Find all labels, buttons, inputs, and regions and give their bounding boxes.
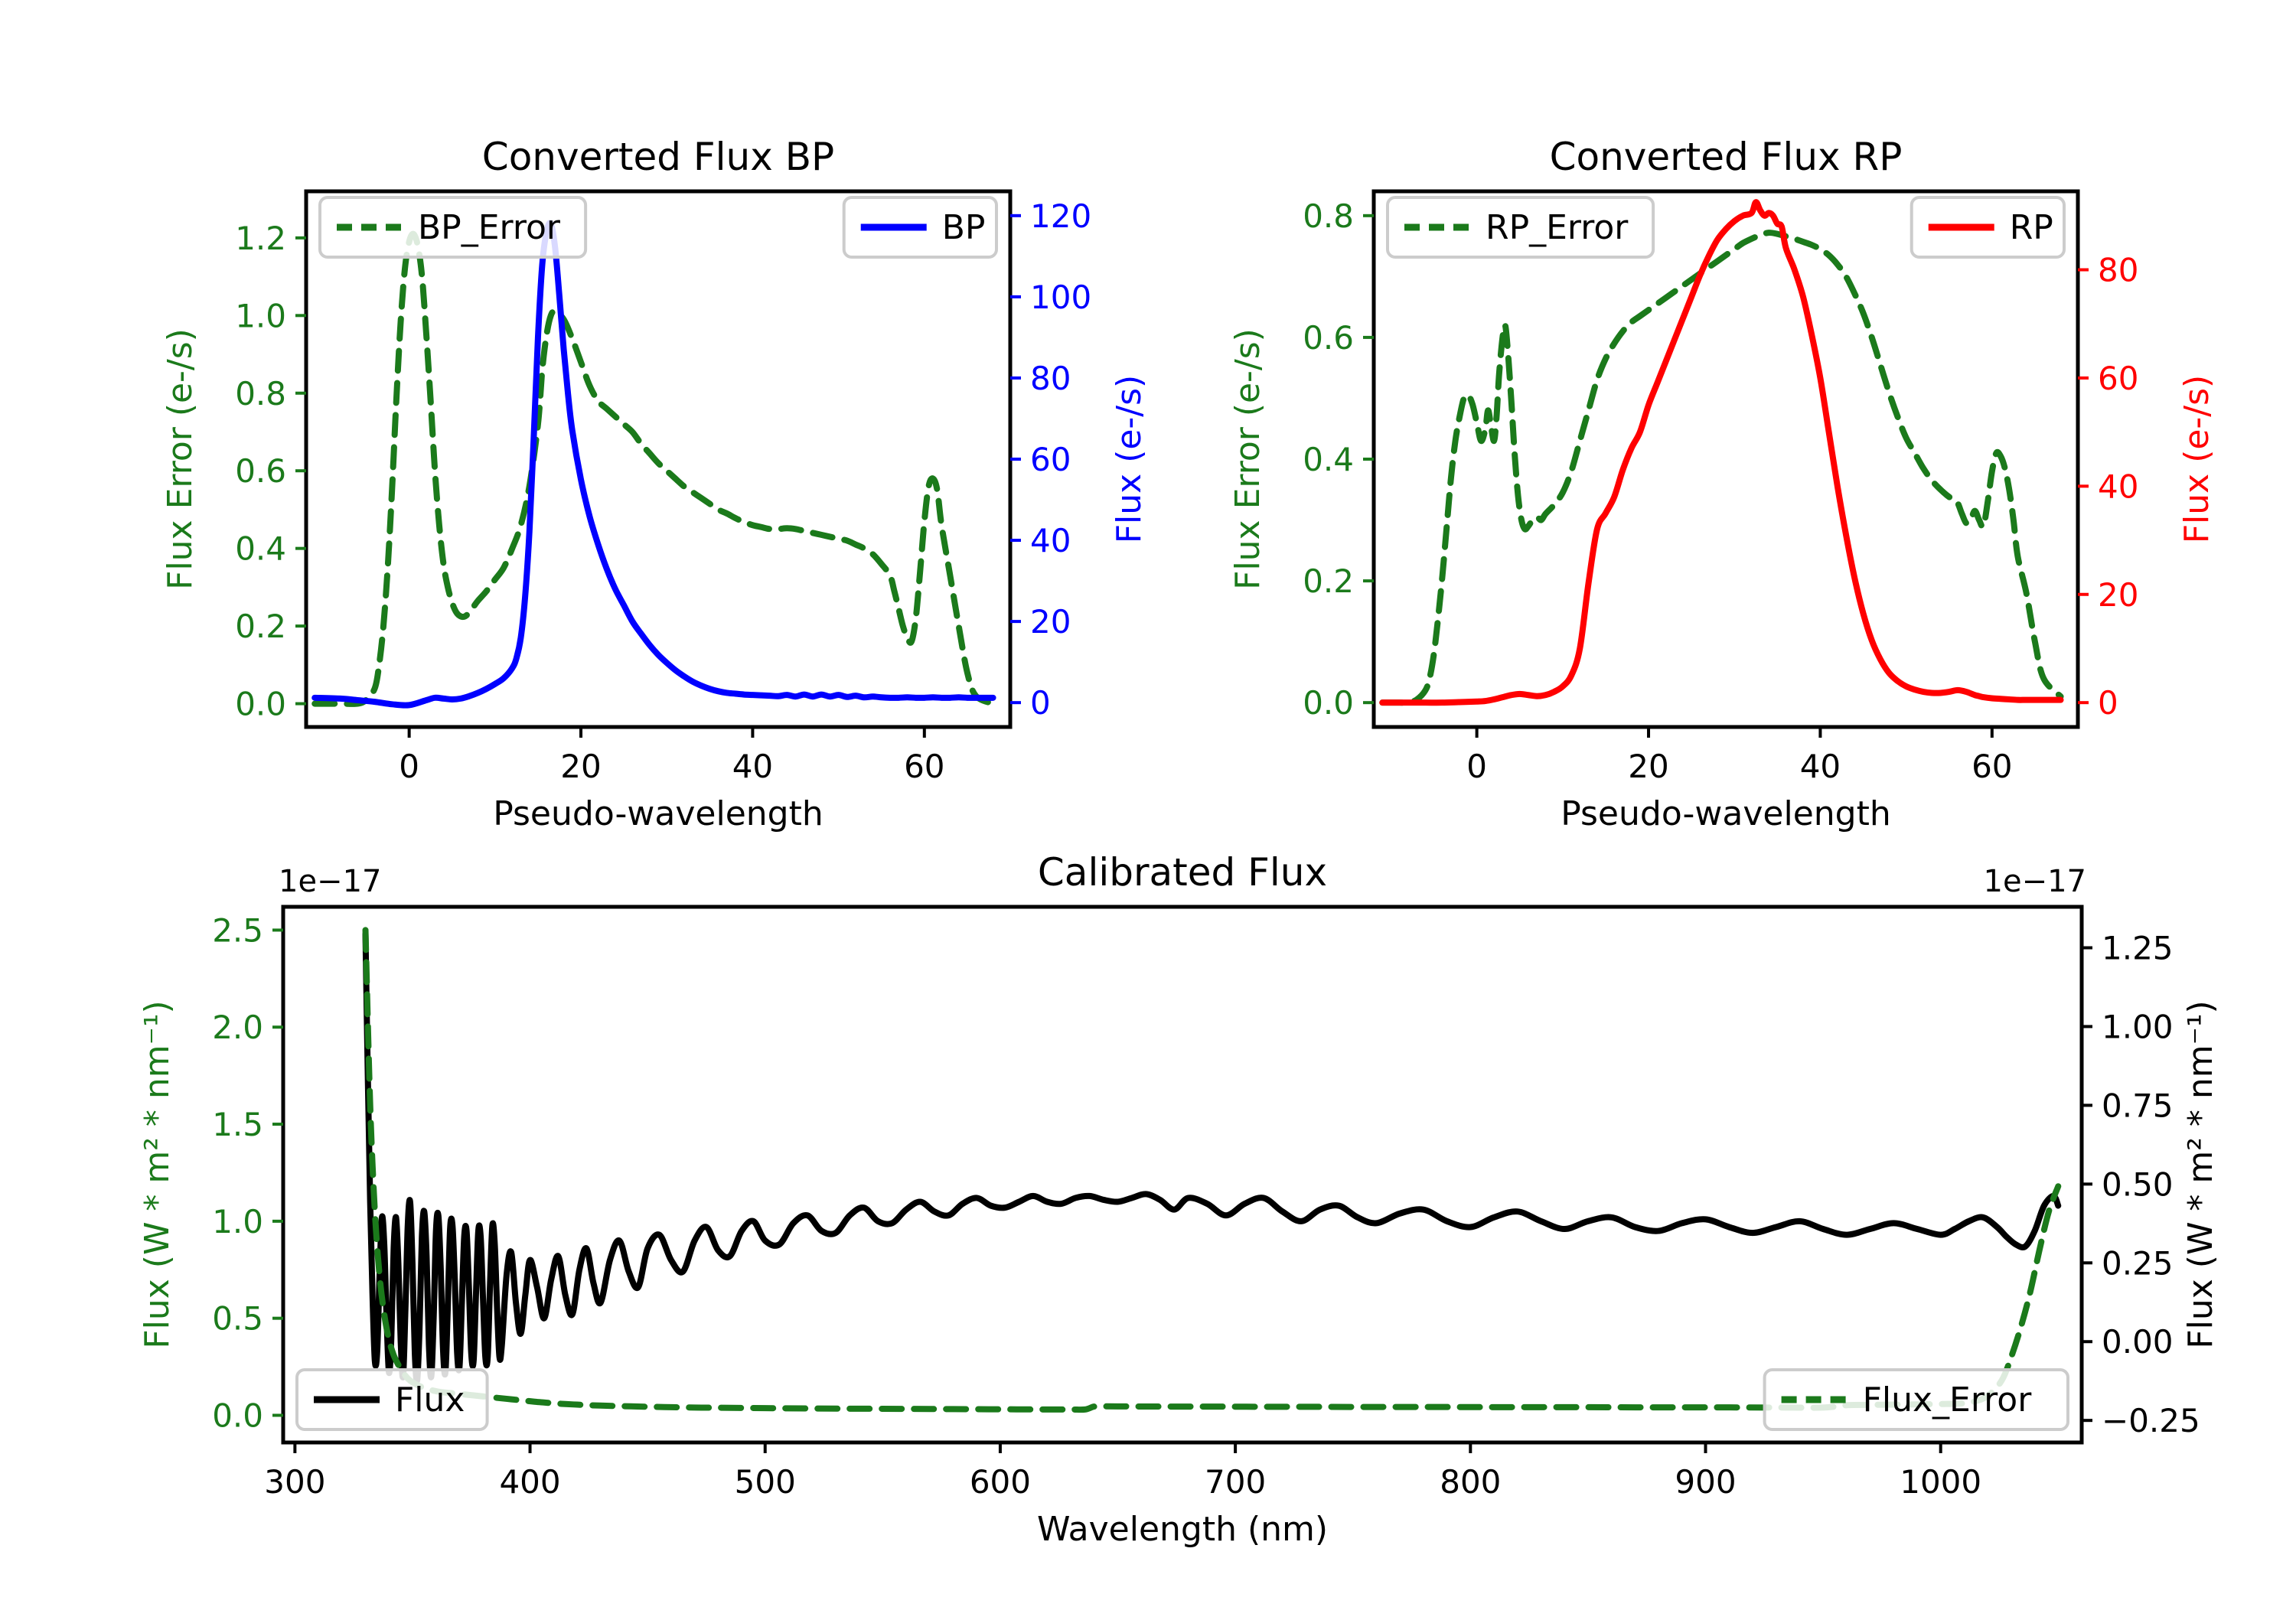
bp-series-bp-error xyxy=(311,230,996,707)
cal-right-tick-label: 0.00 xyxy=(2102,1323,2174,1361)
rp-legend[interactable]: RP xyxy=(1910,196,2066,259)
bp-right-tick-label: 40 xyxy=(1030,522,1071,559)
rp-left-tick-label: 0.2 xyxy=(1303,562,1354,600)
bp-right-tick-label: 120 xyxy=(1030,197,1091,235)
rp-series-rp xyxy=(1379,199,2064,706)
cal-right-tick-label: 0.25 xyxy=(2102,1244,2174,1282)
rp-left-tick-label: 0.6 xyxy=(1303,319,1354,357)
rp-left-tick-label: 0.0 xyxy=(1303,684,1354,722)
bp-title: Converted Flux BP xyxy=(482,135,834,179)
bp-x-tick-label: 60 xyxy=(904,748,944,785)
cal-left-tick-label: 2.5 xyxy=(212,911,263,949)
cal-x-tick-label: 900 xyxy=(1675,1463,1736,1501)
rp-right-tick-label: 60 xyxy=(2098,360,2138,397)
cal-right-tick-label: −0.25 xyxy=(2102,1402,2200,1439)
bp-ylabel-left: Flux Error (e-/s) xyxy=(161,328,200,590)
cal-plot-frame xyxy=(281,905,2084,1445)
bp-x-tick-label: 40 xyxy=(732,748,773,785)
rp-right-tick-label: 20 xyxy=(2098,576,2138,614)
cal-xlabel: Wavelength (nm) xyxy=(1037,1510,1328,1549)
bp-legend-label: BP xyxy=(942,208,986,247)
rp-plot-frame xyxy=(1371,189,2080,729)
cal-x-tick-label: 300 xyxy=(264,1463,325,1501)
rp-right-tick-label: 0 xyxy=(2098,684,2118,722)
bp-axes: Converted Flux BP 0.0 0.2 0.4 0.6 0.8 1.0 1.2 0 2… xyxy=(161,135,1149,833)
cal-left-offset: 1e−17 xyxy=(279,864,381,899)
cal-right-tick-label: 1.00 xyxy=(2102,1008,2174,1045)
cal-right-tick-label: 1.25 xyxy=(2102,930,2174,967)
flux-legend[interactable]: Flux xyxy=(295,1368,489,1431)
rp-ylabel-left: Flux Error (e-/s) xyxy=(1228,328,1267,590)
cal-series-flux xyxy=(362,931,2062,1384)
cal-ylabel-left: Flux (W * m² * nm⁻¹) xyxy=(138,1000,177,1348)
rp-title: Converted Flux RP xyxy=(1550,135,1903,179)
cal-x-tick-label: 500 xyxy=(735,1463,796,1501)
rp-xlabel: Pseudo-wavelength xyxy=(1561,794,1891,833)
bp-right-tick-label: 0 xyxy=(1030,684,1051,722)
bp-left-tick-label: 0.6 xyxy=(235,452,286,490)
rp-axes: Converted Flux RP 0.0 0.2 0.4 0.6 0.8 0 20 40 60 8… xyxy=(1228,135,2216,833)
cal-left-tick-label: 1.0 xyxy=(212,1203,263,1240)
bp-left-tick-label: 1.0 xyxy=(235,297,286,334)
cal-ylabel-right: Flux (W * m² * nm⁻¹) xyxy=(2181,1000,2220,1348)
rp-right-tick-label: 40 xyxy=(2098,468,2138,505)
bp-x-tick-label: 20 xyxy=(560,748,601,785)
rp-series-rp-error xyxy=(1379,230,2064,706)
rp-ylabel-right: Flux (e-/s) xyxy=(2177,375,2216,543)
rp-curves xyxy=(1379,199,2064,706)
bp-right-tick-label: 80 xyxy=(1030,360,1071,397)
flux-legend-box xyxy=(295,1368,489,1431)
cal-right-tick-label: 0.50 xyxy=(2102,1165,2174,1203)
bp-ylabel-right: Flux (e-/s) xyxy=(1110,375,1149,543)
rp-legend-label: RP xyxy=(2010,208,2053,247)
bp-left-tick-label: 0.0 xyxy=(235,686,286,723)
cal-series-flux-error xyxy=(362,927,2062,1413)
rp-right-tick-label: 80 xyxy=(2098,252,2138,289)
bp-x-tick-label: 0 xyxy=(399,748,419,785)
bp-left-tick-label: 1.2 xyxy=(235,220,286,257)
cal-x-tick-label: 1000 xyxy=(1900,1463,1981,1501)
bp-left-tick-label: 0.4 xyxy=(235,530,286,568)
bp-legend[interactable]: BP xyxy=(842,196,998,259)
flux-error-legend-box xyxy=(1763,1368,2070,1431)
cal-x-tick-label: 400 xyxy=(499,1463,560,1501)
bp-right-tick-label: 20 xyxy=(1030,603,1071,641)
bp-error-legend[interactable]: BP_Error xyxy=(318,196,588,259)
cal-left-tick-label: 0.5 xyxy=(212,1300,263,1338)
rp-x-tick-label: 60 xyxy=(1971,748,2012,785)
flux-legend-label: Flux xyxy=(395,1380,465,1420)
cal-left-tick-label: 2.0 xyxy=(212,1009,263,1046)
cal-left-tick-label: 0.0 xyxy=(212,1397,263,1434)
cal-axes: Calibrated Flux 1e−17 1e−17 0.0 0.5 1.0 1.5 2.0… xyxy=(138,850,2220,1549)
cal-curves xyxy=(362,927,2062,1413)
bp-error-legend-box xyxy=(318,196,588,259)
rp-error-legend[interactable]: RP_Error xyxy=(1386,196,1655,259)
rp-error-legend-box xyxy=(1386,196,1655,259)
cal-x-tick-label: 700 xyxy=(1205,1463,1266,1501)
cal-x-tick-label: 800 xyxy=(1440,1463,1501,1501)
flux-error-legend[interactable]: Flux_Error xyxy=(1763,1368,2070,1431)
rp-x-tick-label: 20 xyxy=(1628,748,1668,785)
rp-left-tick-label: 0.8 xyxy=(1303,197,1354,235)
bp-right-tick-label: 100 xyxy=(1030,279,1091,316)
rp-x-tick-label: 40 xyxy=(1800,748,1841,785)
cal-right-tick-label: 0.75 xyxy=(2102,1087,2174,1124)
rp-x-tick-label: 0 xyxy=(1466,748,1487,785)
cal-right-offset: 1e−17 xyxy=(1984,864,2086,899)
bp-xlabel: Pseudo-wavelength xyxy=(493,794,823,833)
flux-error-legend-label: Flux_Error xyxy=(1863,1380,2033,1420)
bp-right-tick-label: 60 xyxy=(1030,441,1071,478)
rp-error-legend-label: RP_Error xyxy=(1486,208,1629,247)
cal-left-tick-label: 1.5 xyxy=(212,1106,263,1143)
cal-x-tick-label: 600 xyxy=(970,1463,1031,1501)
bp-curves xyxy=(311,220,996,709)
bp-series-bp xyxy=(311,220,996,709)
bp-error-legend-label: BP_Error xyxy=(418,208,561,247)
bp-left-tick-label: 0.2 xyxy=(235,608,286,645)
cal-title: Calibrated Flux xyxy=(1038,850,1327,895)
rp-left-tick-label: 0.4 xyxy=(1303,441,1354,478)
bp-left-tick-label: 0.8 xyxy=(235,375,286,412)
